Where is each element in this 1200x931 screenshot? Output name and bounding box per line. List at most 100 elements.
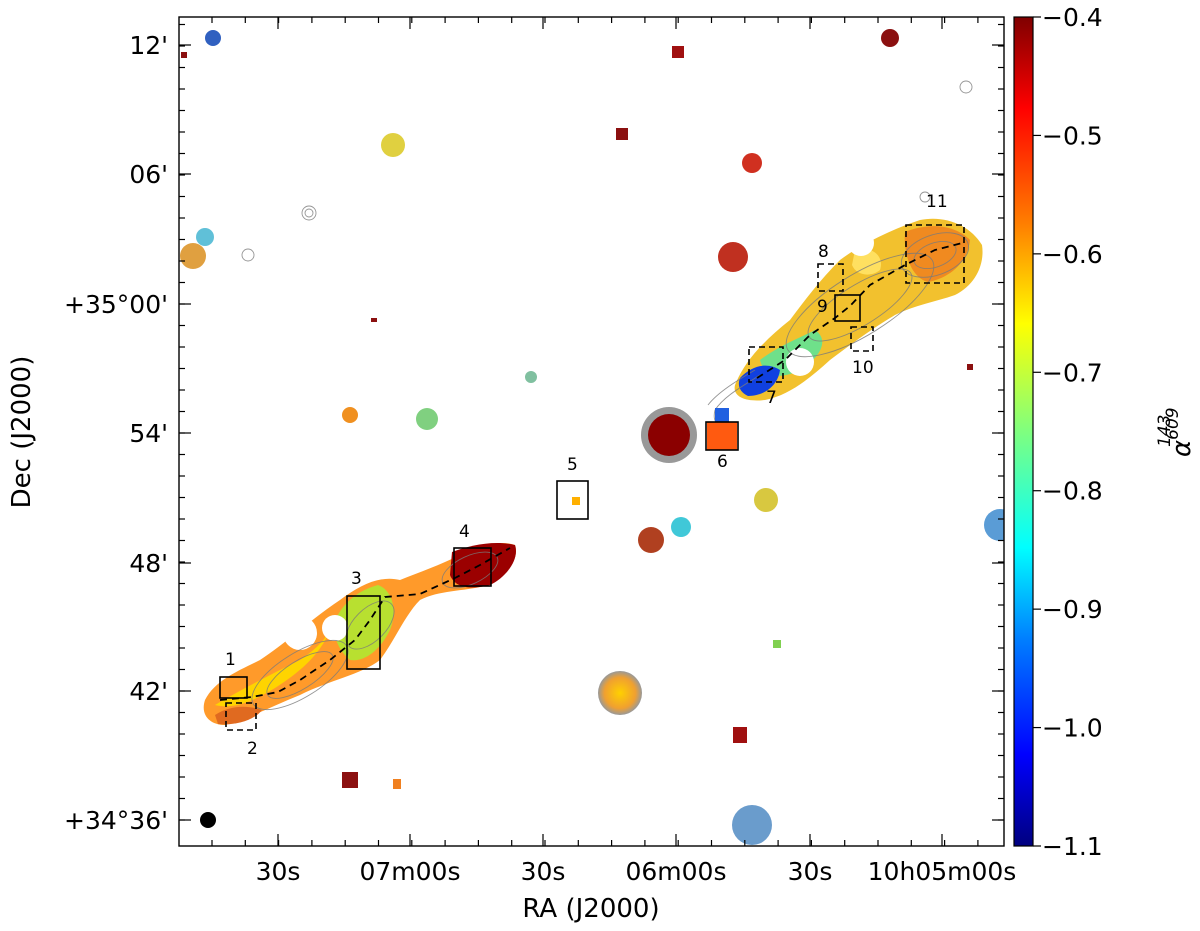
region-box-3 [346,595,381,670]
isolated-source [672,46,684,58]
isolated-source [205,30,221,46]
contour [241,248,255,262]
x-tick-label: 30s [521,857,566,886]
y-axis: +34°36' 42' 48' 54' +35°00' 06' 12' Dec … [7,31,1004,835]
isolated-source [381,133,405,157]
contour [785,252,935,358]
contour [345,600,395,650]
y-tick-label: 48' [129,549,168,578]
isolated-source [754,488,778,512]
colorbar-tick-label: −0.7 [1042,358,1103,387]
isolated-source [648,414,690,456]
isolated-source [671,517,691,537]
contour [707,369,756,406]
isolated-source [342,772,358,788]
x-axis-minor-ticks [211,17,979,846]
isolated-source [733,727,747,743]
isolated-source [393,779,401,789]
colorbar: −0.4 −0.5 −0.6 −0.7 −0.8 −0.9 −1.0 −1.1 α609 14… [1013,3,1197,861]
isolated-source [616,128,628,140]
ridge-line-southwest [219,547,511,701]
region-box-9 [834,294,861,322]
core-jet-emission [707,422,737,450]
plot-background [179,17,1004,846]
colorbar-label-sup: 609 [1163,407,1183,439]
colorbar-label-main: α [1167,440,1197,457]
southwest-lobe-masked-hole [283,616,317,650]
plot-frame [178,16,1005,847]
isolated-source [718,242,748,272]
isolated-source [984,509,1004,541]
isolated-source [967,364,973,370]
region-box-7 [748,346,784,383]
core-jet [572,408,737,505]
y-axis-minor-ticks [179,23,1004,821]
x-tick-label: 30s [256,857,301,886]
region-label-2: 2 [247,739,258,759]
y-tick-label: 42' [129,677,168,706]
colorbar-tick-label: −0.4 [1042,3,1103,32]
region-label-7: 7 [766,388,777,408]
region-boxes [219,224,965,731]
colorbar-label: α609 [1163,407,1197,457]
southwest-lobe-green-patch [334,585,394,661]
region-box-11 [905,224,965,284]
isolated-source [598,671,642,715]
contour [304,208,314,218]
isolated-source [180,243,206,269]
southwest-lobe-masked-hole [322,615,348,641]
colorbar-tick-label: −0.8 [1042,477,1103,506]
contour [266,651,334,699]
northeast-lobe-masked-hole [848,230,874,256]
colorbar-tick-label: −0.5 [1042,121,1103,150]
y-tick-label: 06' [129,160,168,189]
isolated-source [732,805,772,845]
colorbar-tick-label: −0.6 [1042,240,1103,269]
isolated-source [773,640,781,648]
contour [913,240,957,270]
isolated-source [196,228,214,246]
region-box-1 [219,676,248,699]
contour [301,205,317,221]
region-label-6: 6 [717,452,728,472]
region-label-1: 1 [225,650,236,670]
region-label-8: 8 [818,242,829,262]
region-box-5 [556,480,589,520]
isolated-source [525,371,537,383]
region-box-10 [850,326,874,352]
contour [1003,38,1004,44]
colorbar-ticks: −0.4 −0.5 −0.6 −0.7 −0.8 −0.9 −1.0 −1.1 [1033,3,1103,861]
x-axis: 30s 07m00s 30s 06m00s 30s 10h05m00s RA (… [256,17,1016,924]
isolated-source [881,29,899,47]
y-tick-label: 54' [129,419,168,448]
core-jet-emission [715,408,729,422]
x-axis-title: RA (J2000) [522,894,659,924]
y-tick-label: +35°00' [64,290,168,319]
contour [919,191,931,203]
region-label-3: 3 [351,569,362,589]
colorbar-label-sub: 143 [1155,415,1175,447]
isolated-source [742,153,762,173]
region-box-2 [225,702,257,731]
region-box-8 [817,263,844,292]
beam-ellipse [200,812,216,828]
contour [959,80,973,94]
isolated-sources [180,29,1004,845]
core-jet-emission [572,497,580,505]
region-label-10: 10 [852,358,874,378]
plot-area [179,17,1004,846]
region-box-4 [453,547,492,587]
colorbar-tick-label: −1.0 [1042,714,1103,743]
isolated-source [181,52,187,58]
colorbar-tick-label: −0.9 [1042,595,1103,624]
y-axis-title: Dec (J2000) [7,356,37,509]
isolated-source [342,407,358,423]
x-tick-label: 30s [788,857,833,886]
region-labels: 1 2 3 4 5 6 7 8 9 10 11 [225,192,948,759]
region-label-11: 11 [926,192,948,212]
region-label-4: 4 [459,522,470,542]
y-tick-label: +34°36' [64,806,168,835]
x-tick-label: 06m00s [625,857,726,886]
ridge-line-northeast [756,242,963,379]
